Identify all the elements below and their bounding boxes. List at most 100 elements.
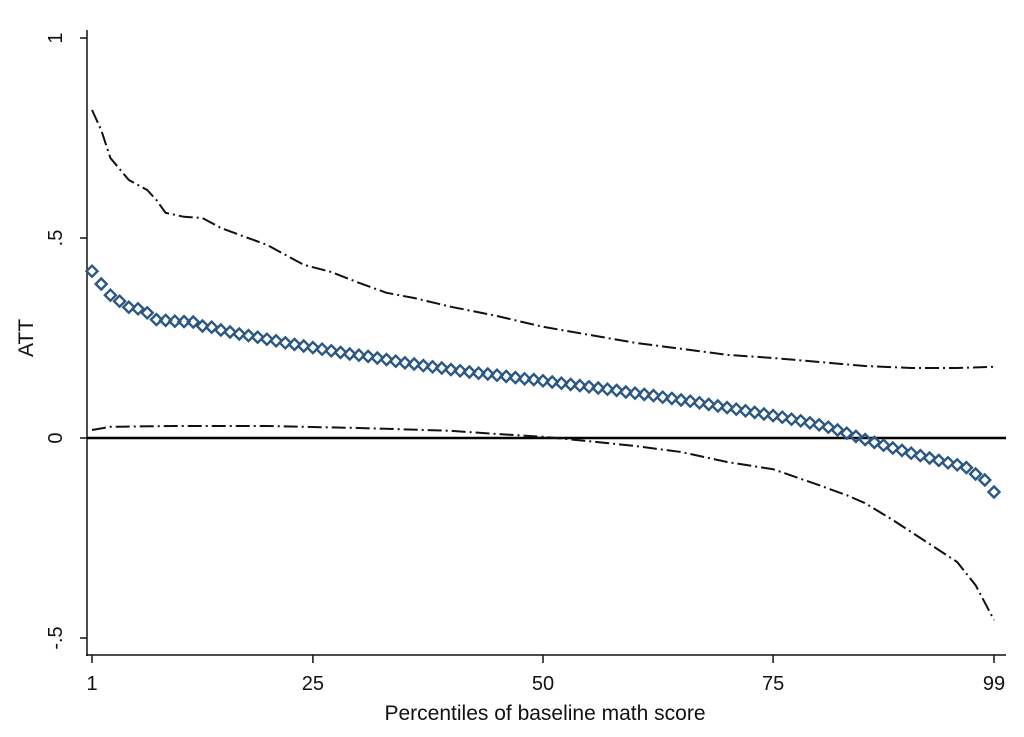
att-marker: [305, 340, 321, 355]
x-tick-label: 99: [983, 673, 1005, 695]
att-marker: [222, 324, 238, 340]
att-marker: [351, 348, 367, 363]
att-marker: [195, 318, 210, 334]
att-marker: [581, 379, 597, 394]
att-marker: [637, 387, 652, 402]
att-marker: [84, 264, 100, 279]
att-marker: [232, 326, 247, 342]
att-marker: [867, 435, 882, 450]
att-marker: [949, 457, 965, 472]
att-marker: [913, 448, 928, 463]
y-tick-label: -.5: [45, 626, 67, 649]
att-marker: [765, 408, 781, 423]
att-marker: [268, 333, 284, 348]
att-marker: [425, 359, 440, 374]
att-marker: [609, 383, 624, 398]
att-marker: [701, 397, 716, 412]
att-marker: [149, 312, 164, 327]
att-marker: [977, 472, 992, 488]
att-marker: [692, 395, 707, 410]
att-marker: [572, 378, 588, 393]
att-marker: [462, 364, 477, 380]
att-marker: [784, 412, 799, 427]
att-marker: [756, 406, 772, 422]
att-marker: [545, 374, 560, 390]
att-marker: [204, 320, 219, 335]
att-marker: [664, 391, 680, 406]
x-tick-label: 75: [762, 673, 784, 695]
att-marker: [471, 366, 486, 381]
y-axis-label: ATT: [15, 319, 38, 357]
att-marker: [333, 345, 348, 360]
att-marker: [802, 415, 818, 430]
x-tick-label: 50: [532, 673, 554, 695]
att-marker: [94, 276, 109, 292]
att-marker: [241, 328, 256, 343]
y-tick-label: 0: [45, 432, 67, 443]
att-marker: [121, 300, 137, 315]
att-marker: [443, 362, 459, 377]
att-marker: [176, 314, 192, 329]
att-marker: [563, 377, 578, 392]
att-marker: [738, 403, 753, 418]
att-marker: [793, 413, 808, 428]
att-marker: [508, 370, 523, 385]
att-marker: [259, 332, 275, 347]
att-marker: [296, 338, 311, 354]
att-marker: [940, 455, 956, 470]
att-marker: [646, 388, 661, 403]
att-marker: [885, 440, 900, 456]
y-tick-label: .5: [45, 230, 67, 247]
att-marker: [618, 384, 634, 400]
att-marker: [839, 426, 854, 441]
att-marker: [314, 342, 330, 357]
att-marker: [600, 382, 615, 397]
att-marker: [830, 422, 845, 438]
att-marker: [959, 460, 974, 475]
att-marker: [140, 305, 155, 320]
att-marker: [627, 386, 643, 401]
att-marker: [379, 352, 394, 367]
att-marker: [112, 294, 127, 309]
att-marker: [775, 410, 790, 425]
att-marker: [554, 376, 569, 391]
att-marker: [388, 354, 403, 369]
att-marker: [416, 358, 431, 373]
att-marker: [287, 337, 302, 352]
att-marker: [683, 394, 698, 409]
att-marker: [186, 314, 201, 330]
att-marker: [167, 314, 183, 329]
att-marker: [821, 420, 836, 435]
att-marker: [360, 349, 376, 364]
att-marker: [397, 355, 413, 370]
att-marker: [250, 330, 265, 345]
att-marker: [719, 400, 735, 415]
att-marker: [103, 288, 118, 303]
att-marker: [811, 417, 827, 432]
att-marker: [130, 301, 146, 316]
att-marker: [876, 438, 891, 453]
att-marker: [480, 366, 495, 382]
att-marker: [591, 380, 606, 396]
lower-ci-line: [91, 425, 995, 621]
y-tick-label: 1: [45, 32, 67, 43]
att-marker: [986, 484, 1002, 500]
att-marker: [517, 371, 532, 386]
att-marker: [434, 360, 449, 376]
x-axis-label: Percentiles of baseline math score: [385, 702, 706, 725]
att-marker: [922, 450, 937, 466]
att-marker: [158, 313, 173, 328]
att-marker: [406, 356, 422, 372]
att-marker: [848, 429, 864, 444]
att-marker: [324, 343, 339, 358]
att-marker: [278, 335, 293, 350]
att-marker: [489, 368, 505, 383]
att-marker: [931, 453, 946, 468]
att-marker: [729, 402, 744, 417]
att-marker: [894, 443, 910, 458]
att-marker: [655, 390, 670, 405]
att-marker: [370, 350, 385, 366]
x-tick-label: 25: [302, 673, 324, 695]
att-marker: [213, 322, 229, 338]
att-marker: [526, 372, 541, 387]
